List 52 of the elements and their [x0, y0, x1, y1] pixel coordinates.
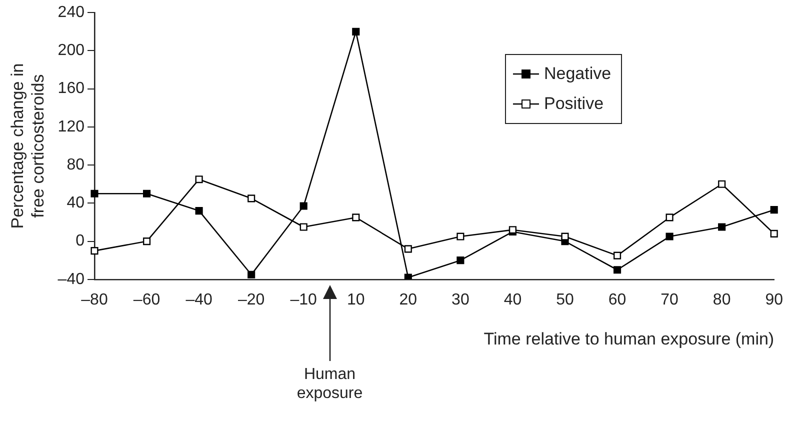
y-tick-label: 80 — [66, 156, 85, 174]
x-tick-label: –40 — [186, 291, 212, 308]
x-tick-label: 90 — [765, 291, 784, 308]
y-tick-label: 200 — [58, 42, 85, 60]
y-tick-label: –40 — [58, 270, 85, 288]
x-tick-label: 50 — [556, 291, 574, 308]
legend-label: Negative — [544, 62, 612, 85]
x-tick-label: 60 — [608, 291, 626, 308]
point — [456, 232, 464, 240]
y-tick-label: 120 — [58, 118, 85, 136]
point — [352, 214, 360, 222]
x-tick-label: –80 — [81, 291, 108, 308]
y-tick-label: 0 — [76, 232, 85, 250]
point — [195, 207, 203, 215]
point — [456, 256, 464, 264]
point — [404, 274, 412, 280]
point — [666, 232, 674, 240]
point — [666, 214, 674, 222]
point — [142, 238, 151, 246]
point — [90, 190, 98, 198]
y-tick-label: 160 — [58, 80, 85, 98]
point — [352, 28, 360, 36]
x-axis-title: Time relative to human exposure (min) — [484, 329, 774, 348]
point — [248, 270, 256, 278]
point — [195, 176, 203, 184]
point — [90, 247, 98, 255]
point — [300, 223, 308, 231]
legend-label: Positive — [544, 92, 604, 115]
point — [142, 190, 151, 198]
x-tick-label: –10 — [290, 291, 318, 308]
x-tick-label: –60 — [133, 291, 160, 308]
x-tick-label: 10 — [346, 291, 365, 308]
x-tick-label: 20 — [399, 291, 418, 308]
y-tick-label: 40 — [66, 194, 85, 212]
point — [300, 202, 308, 210]
y-tick-label: 240 — [58, 4, 85, 22]
text: Human exposure — [296, 365, 364, 404]
point — [248, 194, 256, 202]
point — [613, 252, 622, 260]
point — [561, 232, 569, 240]
point — [404, 245, 412, 253]
point — [718, 223, 726, 231]
x-tick-label: –20 — [238, 291, 265, 308]
x-tick-label: 40 — [504, 291, 522, 308]
x-tick-label: 80 — [712, 291, 731, 308]
point — [770, 230, 778, 238]
y-axis-title: Percentage change in free corticosteroids — [8, 63, 48, 229]
x-tick-label: 30 — [452, 291, 470, 308]
point — [770, 206, 778, 214]
point — [718, 180, 726, 188]
point — [613, 266, 622, 274]
x-tick-label: 70 — [660, 291, 679, 308]
